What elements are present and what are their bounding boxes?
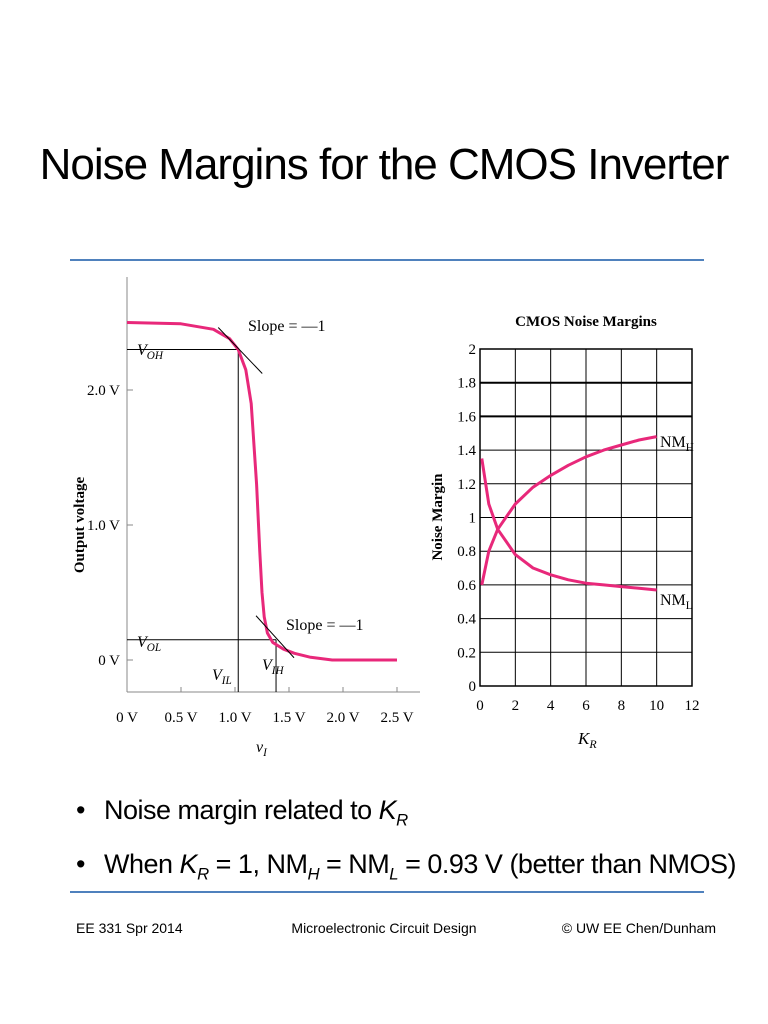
nm-y-tick-label: 1.8 [457,376,476,392]
bullet-text-mid: = NM [319,849,390,879]
nm-y-tick-label: 0.8 [457,544,476,560]
bullet-item-2: • When KR = 1, NMH = NML = 0.93 V (better… [76,849,737,884]
nm-x-tick-label: 0 [476,698,484,714]
slope-tangent-top [217,327,263,374]
nmh-series-label: NMH [660,434,694,454]
nmh-subscript: H [307,864,320,884]
footer-divider [70,891,704,893]
vih-label: VIH [262,657,285,677]
bullet-text-mid: = 1, NM [208,849,308,879]
bullet-text-rest: = 0.93 V (better than NMOS) [398,849,737,879]
vtc-x-tick-label: 0.5 V [164,710,197,726]
nm-y-tick-label: 2 [469,342,477,358]
kr-subscript: R [197,864,209,884]
footer-course: EE 331 Spr 2014 [76,920,183,936]
bullet-text: Noise margin related to [104,795,379,825]
footer-copyright: © UW EE Chen/Dunham [561,920,716,936]
nm-x-tick-label: 2 [512,698,520,714]
vtc-x-tick-label: 1.5 V [272,710,305,726]
nm-y-tick-label: 1 [469,511,477,527]
bullet-list: • Noise margin related to KR • When KR = 1… [76,790,737,898]
nm-y-tick-label: 1.6 [457,409,476,425]
vtc-y-tick-label: 1.0 V [87,518,120,534]
nm-y-tick-label: 1.2 [457,477,476,493]
vtc-y-tick-label: 2.0 V [87,383,120,399]
bullet-item-1: • Noise margin related to KR [76,795,408,830]
nmh-curve [480,435,657,586]
voh-label: VOH [137,342,164,362]
slope-tangent-bottom [255,615,295,659]
vil-label: VIL [212,667,232,687]
vtc-x-tick-label: 2.5 V [380,710,413,726]
vtc-y-tick-label: 0 V [98,653,120,669]
nml-subscript: L [389,864,399,884]
footer-subject: Microelectronic Circuit Design [291,920,477,936]
bullet-text: When [104,849,180,879]
vtc-x-tick-label: 0 V [116,710,138,726]
nm-y-tick-label: 0 [469,679,477,695]
nm-chart-title: CMOS Noise Margins [515,314,657,330]
vtc-x-tick-label: 2.0 V [326,710,359,726]
vtc-y-axis-label: Output voltage [72,477,88,574]
nml-series-label: NML [660,592,693,612]
slope-label-bottom: Slope = —1 [286,617,363,634]
slide-title: Noise Margins for the CMOS Inverter [39,140,730,189]
vtc-x-axis-label: vI [256,739,268,759]
vol-label: VOL [137,634,161,654]
nm-x-tick-label: 10 [649,698,664,714]
kr-symbol: K [378,795,397,825]
nm-x-tick-label: 12 [685,698,700,714]
slope-label-top: Slope = —1 [248,318,325,335]
kr-symbol: K [179,849,198,879]
kr-subscript: R [396,810,408,830]
nm-y-tick-label: 0.6 [457,578,476,594]
nml-curve [480,458,657,592]
nm-x-tick-label: 4 [547,698,555,714]
nm-x-tick-label: 8 [618,698,626,714]
vtc-x-tick-label: 1.0 V [218,710,251,726]
nm-y-tick-label: 0.4 [457,612,476,628]
nm-x-axis-label: KR [577,729,597,751]
nm-y-tick-label: 1.4 [457,443,476,459]
nm-y-axis-label: Noise Margin [430,473,446,561]
title-divider [70,259,704,261]
nm-x-tick-label: 6 [582,698,590,714]
nm-y-tick-label: 0.2 [457,645,476,661]
